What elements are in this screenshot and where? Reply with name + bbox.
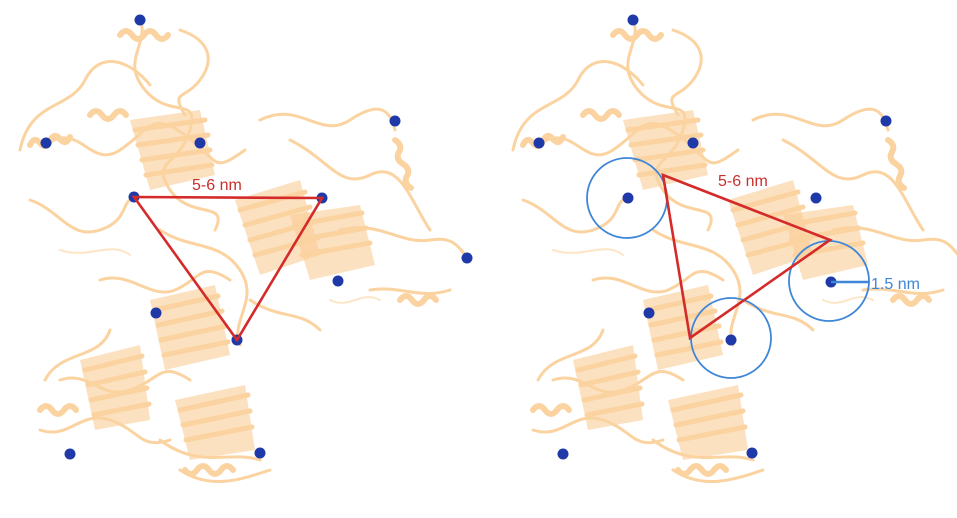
site-marker [40, 137, 52, 149]
right-panel: 5-6 nm 1.5 nm [513, 14, 957, 482]
site-marker [557, 448, 569, 460]
left-panel: 5-6 nm [20, 14, 473, 482]
left-protein-structure [20, 18, 470, 482]
site-marker [810, 192, 822, 204]
right-distance-label: 5-6 nm [718, 173, 768, 190]
site-marker [194, 137, 206, 149]
site-marker [150, 307, 162, 319]
right-site-markers [533, 14, 892, 460]
radius-label: 1.5 nm [871, 276, 920, 293]
site-marker [622, 192, 634, 204]
site-marker [134, 14, 146, 26]
site-marker [389, 115, 401, 127]
site-marker [643, 307, 655, 319]
site-marker [687, 137, 699, 149]
site-marker [746, 447, 758, 459]
left-distance-triangle [131, 195, 325, 343]
site-marker [332, 275, 344, 287]
right-distance-triangle [661, 172, 833, 341]
left-site-markers [40, 14, 473, 460]
site-marker [64, 448, 76, 460]
site-marker [533, 137, 545, 149]
right-protein-structure [513, 18, 957, 482]
left-distance-label: 5-6 nm [192, 177, 242, 194]
site-marker [461, 252, 473, 264]
site-marker [254, 447, 266, 459]
site-marker [725, 334, 737, 346]
site-marker [880, 115, 892, 127]
site-marker [627, 14, 639, 26]
